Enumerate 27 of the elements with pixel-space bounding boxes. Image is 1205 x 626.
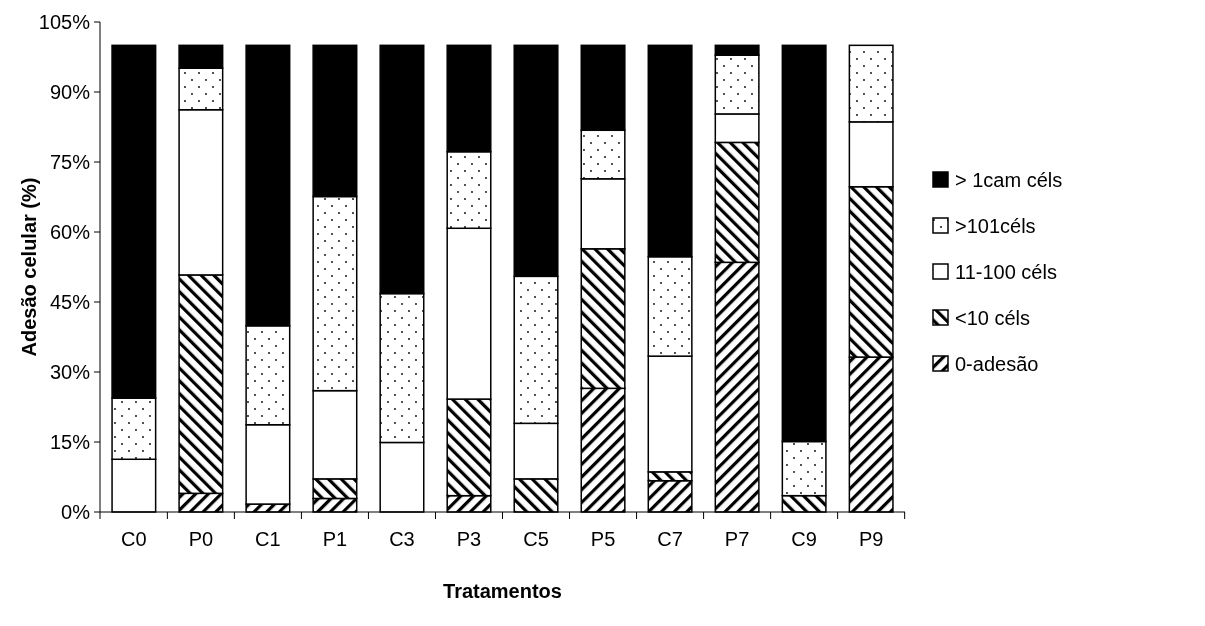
x-tick-label: C3: [389, 528, 415, 550]
x-tick-label: P7: [724, 528, 750, 550]
y-tick-label: 60%: [49, 221, 91, 243]
x-axis-title: Tratamentos: [443, 580, 562, 602]
x-tick-label: C0: [121, 528, 147, 550]
x-tick-label: P1: [322, 528, 348, 550]
x-tick-label: P9: [858, 528, 884, 550]
x-tick-label: C1: [255, 528, 281, 550]
y-axis-title: Adesão celular (%): [18, 177, 40, 357]
x-tick-label: P0: [188, 528, 214, 550]
legend-label: 0-adesão: [955, 353, 1039, 375]
y-tick-label: 15%: [49, 431, 91, 453]
legend-label: >101céls: [955, 215, 1036, 237]
y-tick-label: 30%: [49, 361, 91, 383]
y-tick-label: 105%: [38, 11, 91, 33]
y-tick-label: 75%: [49, 151, 91, 173]
x-tick-label: C9: [791, 528, 817, 550]
x-tick-label: C7: [657, 528, 683, 550]
y-tick-label: 90%: [49, 81, 91, 103]
legend-label: 11-100 céls: [955, 261, 1057, 283]
legend-label: <10 céls: [955, 307, 1031, 329]
x-tick-label: P5: [590, 528, 616, 550]
x-tick-label: P3: [456, 528, 482, 550]
x-tick-label: C5: [523, 528, 549, 550]
legend-label: > 1cam céls: [955, 169, 1063, 191]
y-tick-label: 0%: [61, 501, 91, 523]
y-tick-label: 45%: [49, 291, 91, 313]
